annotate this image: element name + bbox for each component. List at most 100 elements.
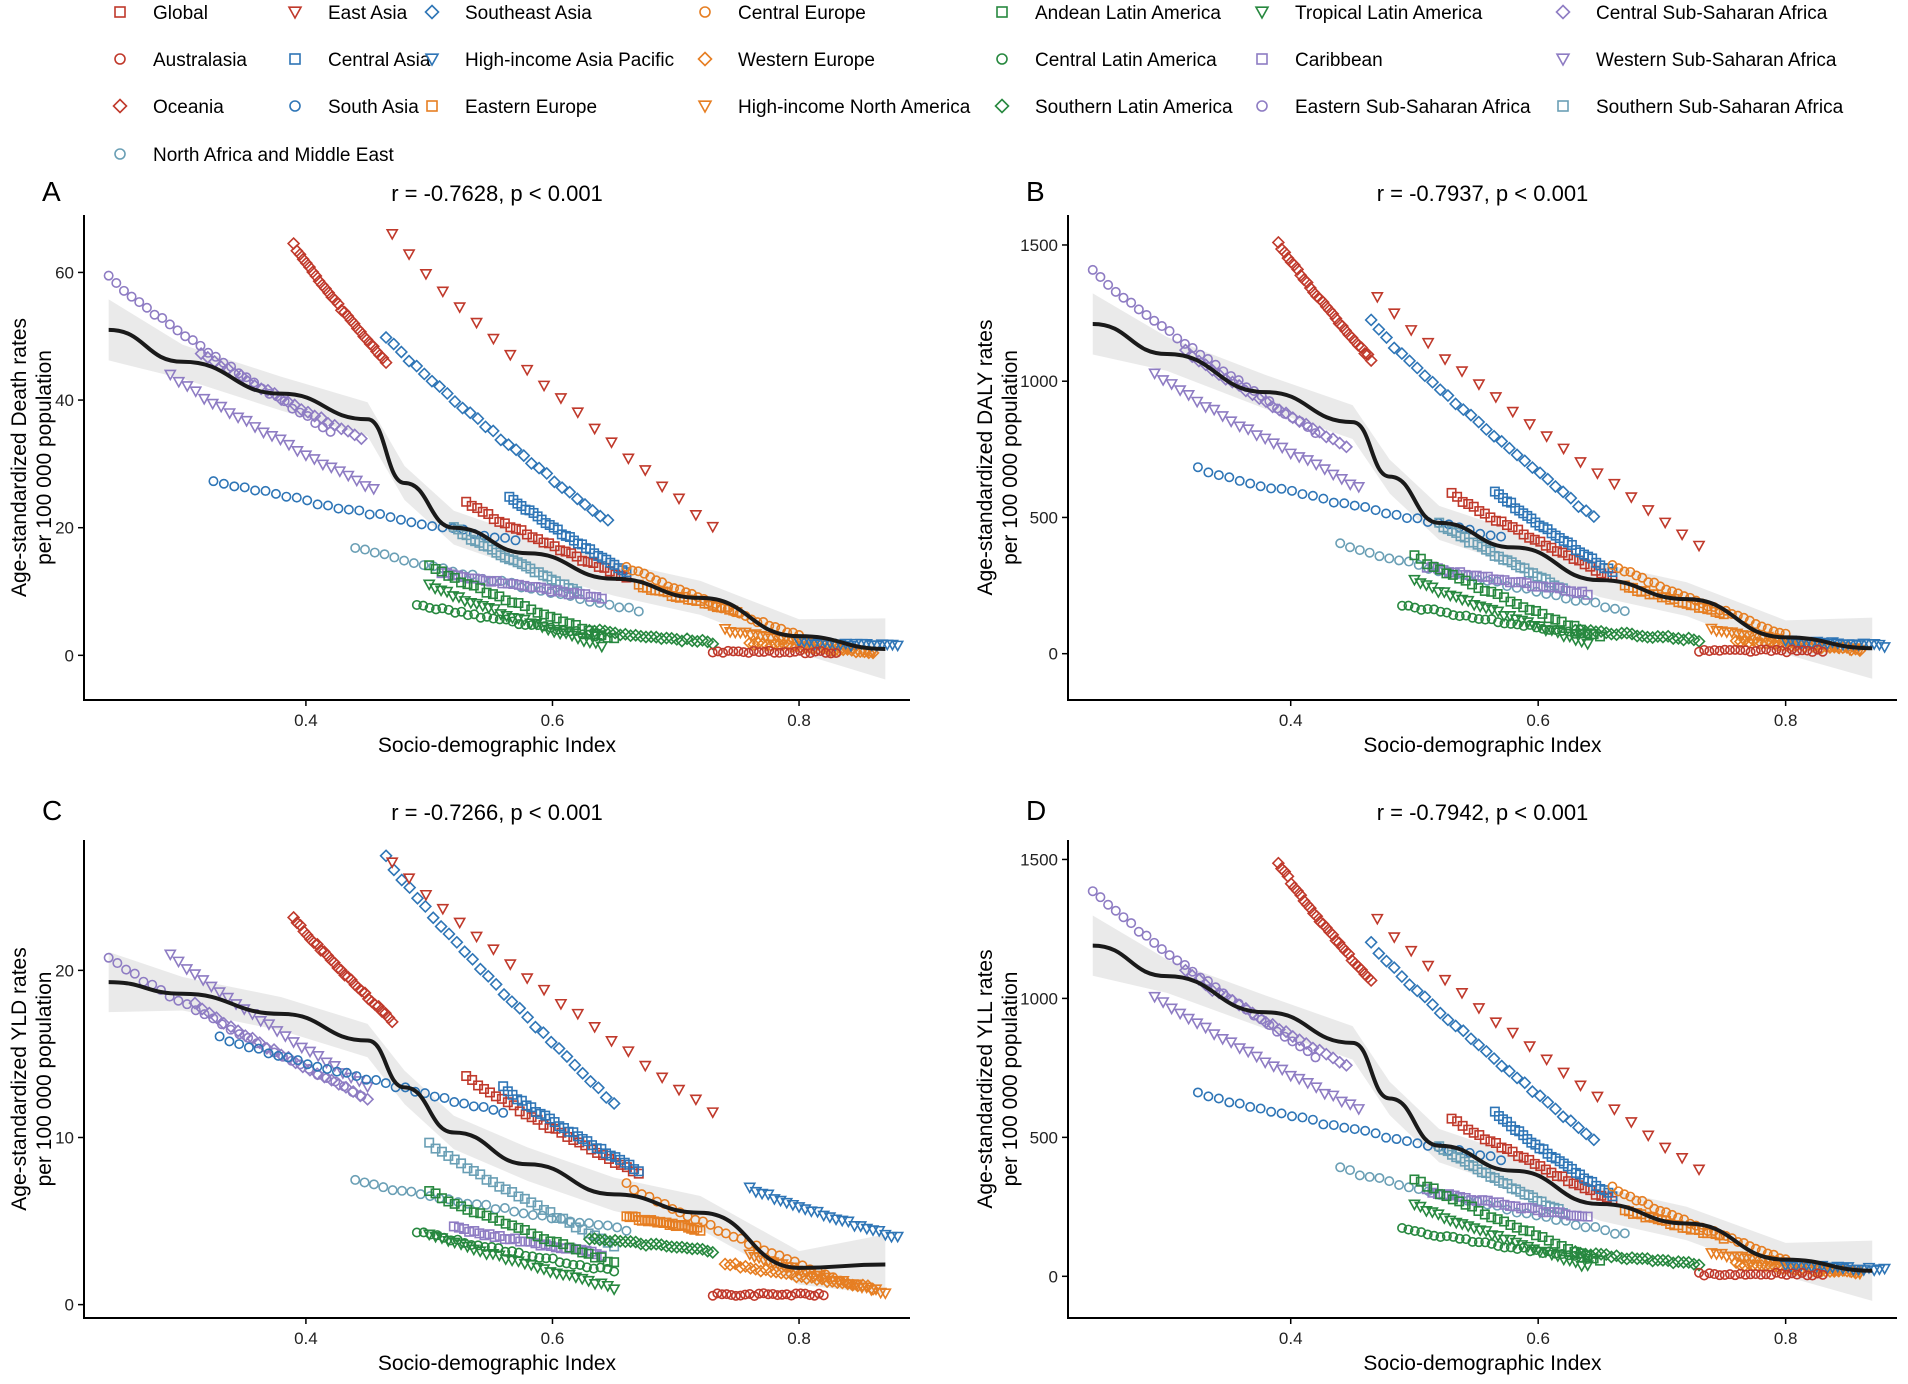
series-tropical-latin-america bbox=[422, 579, 609, 654]
y-tick-label: 1000 bbox=[1020, 989, 1058, 1008]
data-point bbox=[541, 1253, 552, 1264]
data-point bbox=[1551, 1171, 1562, 1182]
data-point bbox=[1455, 988, 1469, 1000]
data-point bbox=[595, 1262, 606, 1273]
data-point bbox=[387, 337, 401, 351]
data-point bbox=[1518, 454, 1532, 468]
y-tick-label: 60 bbox=[55, 263, 74, 282]
data-point bbox=[1604, 1250, 1618, 1264]
data-point bbox=[1755, 644, 1766, 655]
data-point bbox=[475, 612, 486, 623]
data-point bbox=[312, 1061, 323, 1072]
data-point bbox=[1497, 611, 1511, 623]
data-point bbox=[1687, 633, 1701, 647]
data-point bbox=[1591, 468, 1604, 480]
data-point bbox=[468, 1207, 479, 1218]
data-point bbox=[1477, 1195, 1488, 1206]
data-point bbox=[1709, 645, 1720, 656]
data-point bbox=[1724, 644, 1735, 655]
data-point bbox=[1326, 432, 1340, 446]
y-tick-label: 0 bbox=[1049, 1267, 1058, 1286]
data-point bbox=[831, 647, 842, 658]
data-point bbox=[1525, 1085, 1540, 1099]
data-point bbox=[1630, 629, 1644, 643]
data-point bbox=[689, 509, 703, 522]
data-point bbox=[1463, 498, 1474, 509]
data-point bbox=[436, 286, 450, 298]
data-point bbox=[324, 462, 338, 475]
data-point bbox=[1416, 1227, 1427, 1238]
data-point bbox=[1658, 1142, 1672, 1155]
data-point bbox=[609, 1266, 620, 1277]
data-point bbox=[281, 395, 295, 409]
data-point bbox=[505, 995, 519, 1009]
triangle-down-legend-marker bbox=[697, 100, 713, 114]
data-point bbox=[103, 952, 114, 963]
data-point bbox=[591, 592, 602, 603]
data-point bbox=[316, 459, 330, 472]
data-point bbox=[1539, 625, 1553, 637]
data-point bbox=[1435, 1189, 1446, 1200]
square-legend-marker bbox=[114, 6, 126, 18]
data-point bbox=[743, 1261, 758, 1275]
data-point bbox=[1233, 375, 1244, 386]
data-point bbox=[1312, 425, 1327, 439]
data-point bbox=[774, 1266, 788, 1280]
data-point bbox=[478, 1101, 489, 1112]
data-point bbox=[718, 647, 729, 658]
data-point bbox=[1541, 1095, 1555, 1109]
data-point bbox=[1456, 1024, 1470, 1038]
data-point bbox=[520, 364, 534, 377]
data-point bbox=[1510, 448, 1524, 462]
data-point bbox=[1156, 375, 1170, 387]
data-point bbox=[777, 637, 791, 651]
data-point bbox=[513, 598, 524, 609]
data-point bbox=[1541, 588, 1552, 599]
panel-title: r = -0.7628, p < 0.001 bbox=[391, 181, 603, 206]
data-point bbox=[1607, 560, 1618, 571]
data-point bbox=[1502, 441, 1516, 455]
legend-item-western-sub-saharan-africa: Western Sub-Saharan Africa bbox=[1555, 50, 1837, 71]
legend-item-north-africa-and-middle-east: North Africa and Middle East bbox=[114, 145, 395, 166]
data-point bbox=[478, 420, 493, 434]
data-point bbox=[395, 514, 406, 525]
data-point bbox=[1595, 1255, 1606, 1266]
data-point bbox=[763, 1289, 774, 1300]
data-point bbox=[1745, 1269, 1756, 1280]
data-point bbox=[263, 1048, 274, 1059]
data-point bbox=[494, 1215, 505, 1226]
data-point bbox=[172, 956, 185, 969]
data-point bbox=[468, 580, 479, 591]
data-point bbox=[1456, 403, 1470, 417]
data-point bbox=[442, 927, 456, 941]
data-point bbox=[1756, 621, 1767, 632]
data-point bbox=[1345, 1165, 1356, 1176]
data-point bbox=[605, 437, 618, 449]
data-point bbox=[1571, 1210, 1582, 1221]
y-axis-title: Age-standardized DALY ratesper 100 000 p… bbox=[974, 320, 1022, 596]
data-point bbox=[164, 319, 175, 330]
legend-label: Andean Latin America bbox=[1035, 3, 1221, 24]
data-point bbox=[1613, 1186, 1624, 1197]
data-point bbox=[427, 521, 438, 532]
data-point bbox=[564, 1242, 575, 1253]
data-point bbox=[1641, 505, 1655, 517]
data-point bbox=[685, 1242, 699, 1256]
data-point bbox=[1482, 571, 1493, 582]
data-point bbox=[1241, 424, 1255, 436]
data-point bbox=[1655, 1205, 1666, 1216]
data-point bbox=[338, 968, 352, 982]
data-point bbox=[1505, 577, 1516, 588]
data-point bbox=[1479, 585, 1490, 596]
data-point bbox=[1740, 645, 1751, 656]
data-point bbox=[1817, 646, 1828, 657]
data-point bbox=[1447, 1194, 1458, 1205]
data-point bbox=[1781, 647, 1792, 658]
data-point bbox=[278, 1031, 292, 1043]
data-point bbox=[556, 1269, 570, 1282]
data-point bbox=[547, 475, 561, 489]
data-point bbox=[593, 1219, 604, 1230]
data-point bbox=[591, 1081, 605, 1095]
data-point bbox=[487, 944, 500, 956]
